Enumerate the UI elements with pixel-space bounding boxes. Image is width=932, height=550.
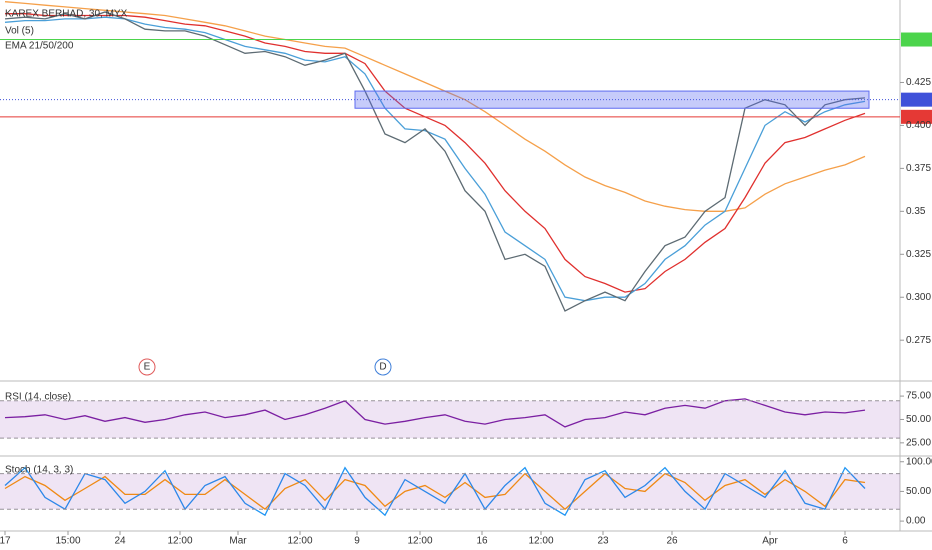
- x-tick-label: 12:00: [167, 536, 192, 547]
- chart-title: KAREX BERHAD, 30, MYX: [5, 9, 128, 20]
- x-tick-label: 12:00: [407, 536, 432, 547]
- event-label: D: [379, 362, 386, 373]
- event-marker: E: [138, 358, 156, 376]
- series-line: [4, 398, 866, 428]
- series-line: [4, 16, 866, 302]
- y-tick-label: 100.00: [906, 456, 932, 467]
- x-tick-label: 12:00: [287, 536, 312, 547]
- y-tick-label: 0.325: [906, 249, 931, 260]
- x-tick-label: 12:00: [528, 536, 553, 547]
- series-line: [4, 472, 866, 511]
- price-label-bg: [901, 92, 932, 107]
- y-tick-label: 0.35: [906, 206, 926, 217]
- y-tick-label: 75.00: [906, 391, 931, 402]
- x-tick-label: 24: [114, 536, 126, 547]
- x-tick-label: 26: [666, 536, 678, 547]
- x-tick-label: 17: [0, 536, 11, 547]
- x-tick-label: 23: [597, 536, 609, 547]
- event-circle: [138, 358, 156, 376]
- volume-label: Vol (5): [5, 26, 34, 37]
- series-line: [5, 13, 866, 293]
- band: [0, 400, 900, 439]
- y-tick-label: 50.00: [906, 414, 931, 425]
- zone: [354, 90, 870, 109]
- y-tick-label: 0.400: [906, 120, 931, 131]
- x-tick-label: 9: [354, 536, 360, 547]
- x-tick-label: Apr: [762, 536, 778, 547]
- indicator-label: EMA 21/50/200: [5, 41, 74, 52]
- y-tick-label: 50.00: [906, 486, 931, 497]
- x-tick-label: 6: [842, 536, 848, 547]
- x-tick-label: 15:00: [55, 536, 80, 547]
- event-marker: D: [374, 358, 392, 376]
- y-tick-label: 0.00: [906, 516, 926, 527]
- event-circle: [374, 358, 392, 376]
- x-tick-label: Mar: [229, 536, 247, 547]
- event-label: E: [144, 362, 151, 373]
- y-tick-label: 25.00: [906, 437, 931, 448]
- y-tick-label: 0.425: [906, 77, 931, 88]
- series-line: [4, 466, 866, 517]
- series-line: [4, 11, 866, 312]
- x-tick-label: 16: [476, 536, 488, 547]
- band: [0, 473, 900, 510]
- price-label-bg: [901, 32, 932, 47]
- series-line: [4, 1, 866, 212]
- stoch-title: Stoch (14, 3, 3): [5, 465, 73, 476]
- rsi-title: RSI (14, close): [5, 392, 71, 403]
- y-tick-label: 0.300: [906, 292, 931, 303]
- y-tick-label: 0.275: [906, 335, 931, 346]
- price-label-bg: [901, 109, 932, 124]
- y-tick-label: 0.375: [906, 163, 931, 174]
